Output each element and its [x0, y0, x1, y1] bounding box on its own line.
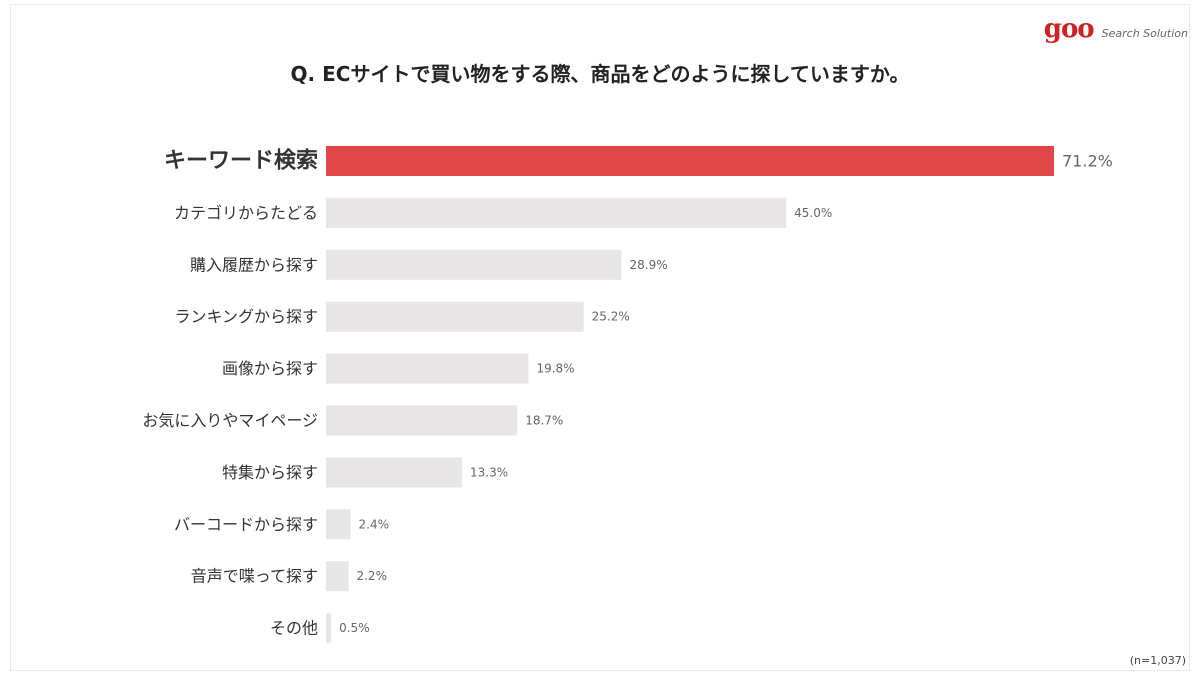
brand-subtitle: Search Solution — [1101, 27, 1188, 40]
category-label: 特集から探す — [222, 463, 318, 482]
value-label: 45.0% — [794, 206, 832, 220]
category-label: その他 — [270, 619, 318, 638]
category-label: バーコードから探す — [174, 515, 318, 534]
bar-8 — [326, 509, 351, 540]
category-label: キーワード検索 — [164, 149, 318, 174]
value-label: 0.5% — [339, 621, 370, 635]
value-label: 2.2% — [356, 569, 387, 583]
category-label: 画像から探す — [222, 359, 318, 378]
bar-3 — [326, 249, 622, 280]
bar-5 — [326, 353, 529, 384]
category-label: カテゴリからたどる — [174, 203, 318, 222]
bar-7 — [326, 457, 462, 488]
bar-6 — [326, 405, 518, 436]
chart-title: Q. ECサイトで買い物をする際、商品をどのように探していますか。 — [290, 62, 910, 86]
category-label: 音声で喋って探す — [191, 567, 318, 586]
bar-9 — [326, 561, 349, 592]
value-label: 71.2% — [1062, 152, 1113, 171]
bar-10 — [326, 613, 332, 644]
bar-4 — [326, 301, 584, 332]
sample-size-note: (n=1,037) — [1129, 654, 1186, 667]
value-label: 2.4% — [359, 517, 390, 531]
value-label: 19.8% — [536, 362, 574, 376]
category-label: 購入履歴から探す — [190, 255, 318, 274]
goo-logo: goo — [1043, 14, 1095, 44]
value-label: 25.2% — [592, 310, 630, 324]
value-label: 28.9% — [629, 258, 667, 272]
brand: goo Search Solution — [1044, 14, 1188, 44]
bar-1 — [326, 146, 1054, 176]
value-label: 18.7% — [525, 414, 563, 428]
bar-2 — [326, 197, 787, 228]
value-label: 13.3% — [470, 465, 508, 479]
slide-frame — [10, 4, 1190, 671]
category-label: お気に入りやマイページ — [142, 411, 318, 430]
category-label: ランキングから探す — [174, 307, 318, 326]
